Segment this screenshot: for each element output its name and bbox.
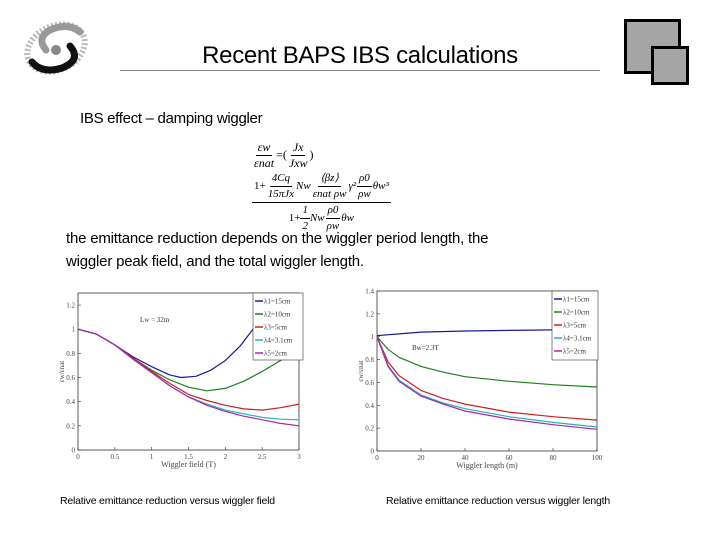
body-text-line-1: the emittance reduction depends on the w… — [66, 230, 489, 247]
formula-close: ) — [309, 147, 314, 162]
x-tick-label: 1.5 — [184, 453, 193, 461]
f-d: Nw — [296, 180, 311, 193]
y-tick-label: 0.2 — [365, 425, 374, 433]
emittance-formula: εw εnat =(Jx Jxw) 1+ 4Cq 15πJx Nw ⟨βz⟩ εnat ρw γ²… — [252, 140, 452, 232]
chart-annotation: Lw = 32m — [140, 316, 170, 324]
f-a: 1+ — [254, 180, 266, 193]
y-tick-label: 1.4 — [365, 288, 374, 296]
y-axis-label: εw/εnat — [357, 360, 365, 381]
f-f: εnat ρw — [312, 188, 347, 200]
f-m: 2 — [302, 220, 308, 232]
y-tick-label: 1.2 — [365, 310, 374, 318]
x-tick-label: 2.5 — [258, 453, 267, 461]
legend-entry: λ5=2cm — [563, 348, 586, 356]
f-p: ρw — [326, 220, 340, 232]
y-tick-label: 1 — [72, 326, 76, 334]
y-tick-label: 1.2 — [66, 302, 75, 310]
series-line-3 — [376, 336, 598, 421]
x-axis-label: Wiggler length (m) — [456, 461, 518, 470]
y-tick-label: 0.6 — [66, 374, 75, 382]
y-tick-label: 0.2 — [66, 422, 75, 430]
institute-logo — [24, 21, 88, 75]
f-i: ρw — [358, 188, 371, 200]
f-g: γ² — [348, 180, 357, 193]
f-c: 15πJx — [267, 188, 294, 200]
legend-entry: λ3=5cm — [264, 324, 287, 332]
decor-square-small — [651, 46, 689, 85]
x-tick-label: 80 — [550, 454, 558, 462]
slide-title: Recent BAPS IBS calculations — [202, 42, 518, 69]
legend-entry: λ1=15cm — [264, 298, 291, 306]
legend-entry: λ4=3.1cm — [563, 335, 592, 343]
section-heading: IBS effect – damping wiggler — [80, 110, 263, 127]
x-tick-label: 0.5 — [110, 453, 119, 461]
y-tick-label: 0.8 — [66, 350, 75, 358]
x-tick-label: 0 — [375, 454, 379, 462]
f-h: ρ0 — [357, 171, 372, 187]
f-o: ρ0 — [325, 203, 341, 219]
y-tick-label: 0.4 — [365, 402, 374, 410]
x-tick-label: 60 — [506, 454, 514, 462]
formula-j-den: Jxw — [288, 156, 308, 170]
x-tick-label: 20 — [418, 454, 426, 462]
formula-lhs-den: εnat — [254, 156, 275, 170]
series-line-4 — [376, 336, 598, 428]
formula-lhs-num: εw — [255, 140, 273, 156]
caption-left: Relative emittance reduction versus wigg… — [60, 495, 275, 507]
x-tick-label: 2 — [224, 453, 228, 461]
y-tick-label: 0 — [72, 447, 76, 455]
y-tick-label: 1 — [371, 333, 375, 341]
y-tick-label: 0.8 — [365, 356, 374, 364]
f-k: 1+ — [288, 212, 301, 225]
x-tick-label: 40 — [462, 454, 470, 462]
f-j: θw³ — [372, 180, 389, 193]
caption-right: Relative emittance reduction versus wigg… — [386, 495, 611, 507]
series-line-5 — [77, 328, 300, 427]
y-tick-label: 0 — [371, 448, 375, 456]
chart-annotation: Bw=2.3T — [412, 344, 439, 352]
title-divider — [120, 70, 600, 71]
series-line-5 — [376, 336, 598, 430]
f-e: ⟨βz⟩ — [318, 171, 341, 187]
x-tick-label: 0 — [76, 453, 80, 461]
x-axis-label: Wiggler field (T) — [161, 460, 216, 469]
y-tick-label: 0.4 — [66, 398, 75, 406]
f-b: 4Cq — [269, 171, 293, 187]
series-line-2 — [376, 336, 598, 388]
y-axis-label: εw/εnat — [58, 361, 66, 382]
x-tick-label: 3 — [297, 453, 301, 461]
f-q: θw — [341, 212, 355, 225]
formula-j-num: Jx — [290, 140, 306, 156]
f-n: Nw — [309, 212, 325, 225]
legend-entry: λ3=5cm — [563, 322, 586, 330]
formula-eq: =( — [276, 147, 287, 162]
legend-entry: λ2=10cm — [264, 311, 291, 319]
legend-entry: λ5=2cm — [264, 350, 287, 358]
x-tick-label: 100 — [592, 454, 603, 462]
legend-entry: λ4=3.1cm — [264, 337, 293, 345]
f-l: 1 — [300, 203, 310, 219]
legend-entry: λ2=10cm — [563, 309, 590, 317]
y-tick-label: 0.6 — [365, 379, 374, 387]
legend-entry: λ1=15cm — [563, 296, 590, 304]
body-text-line-2: wiggler peak field, and the total wiggle… — [66, 253, 364, 270]
x-tick-label: 1 — [150, 453, 154, 461]
